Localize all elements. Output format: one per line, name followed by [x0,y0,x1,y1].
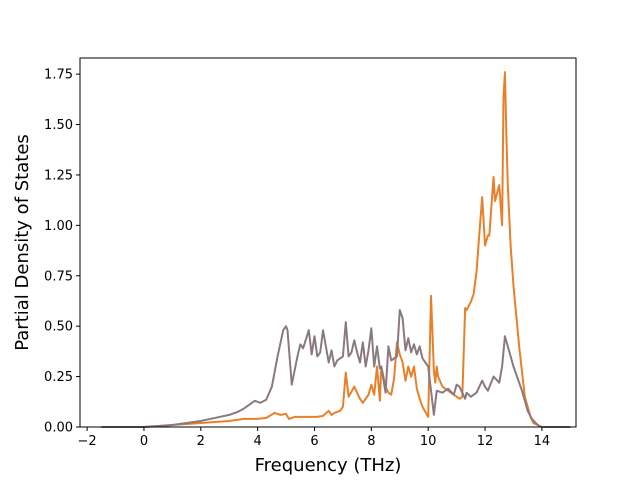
x-axis-label: Frequency (THz) [255,455,402,476]
series-layer [101,71,571,428]
x-tick-label: 14 [534,434,551,449]
y-tick-label: 1.00 [44,219,73,234]
plot-frame [79,57,577,428]
x-tick-label: 6 [310,434,318,449]
y-tick-label: 0.25 [44,370,73,385]
y-tick-label: 0.75 [44,269,73,284]
y-tick-label: 0.00 [44,421,73,436]
x-tick-label: 12 [477,434,494,449]
x-tick-label: 4 [254,434,262,449]
x-tick-label: 2 [197,434,205,449]
y-tick-label: 1.25 [44,168,73,183]
y-axis-label: Partial Density of States [12,134,33,351]
y-tick-label: 0.50 [44,320,73,335]
x-tick-label: 8 [367,434,375,449]
y-tick-label: 1.75 [44,68,73,83]
series-line-1 [101,71,571,428]
x-tick-label: 0 [140,434,148,449]
series-line-2 [101,309,571,428]
y-axis-ticks: 0.00 0.25 0.50 0.75 1.00 1.25 1.50 1.75 [44,68,80,436]
y-tick-label: 1.50 [44,118,73,133]
x-tick-label: −2 [78,434,97,449]
x-tick-label: 10 [420,434,437,449]
x-axis-ticks: −2 0 2 4 6 8 10 12 14 [78,427,551,449]
